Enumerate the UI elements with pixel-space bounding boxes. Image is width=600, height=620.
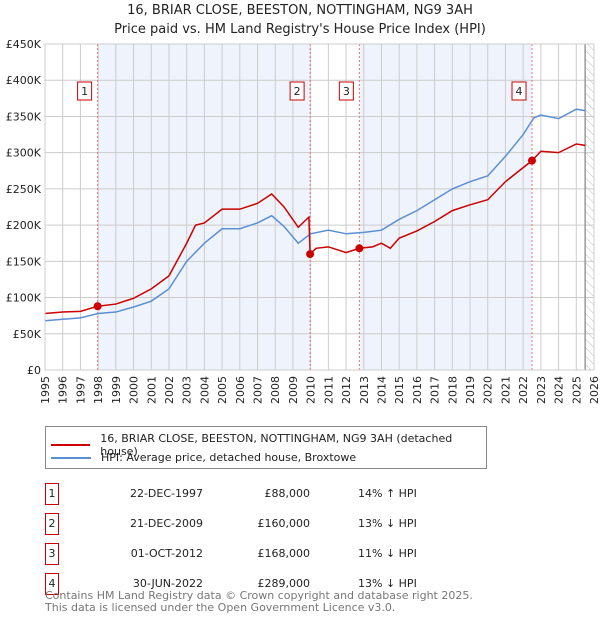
plot-border [44,43,595,371]
chart-title: 16, BRIAR CLOSE, BEESTON, NOTTINGHAM, NG… [127,3,473,18]
y-tick-label: £250K [6,183,42,196]
shaded-period [359,44,533,370]
footer-licence: This data is licensed under the Open Gov… [45,601,396,614]
x-tick-label: 2017 [429,376,442,404]
sale-date: 30-JUN-2022 [132,577,203,590]
x-tick-label: 2014 [375,376,388,404]
sale-hpi-diff: 13% ↓ HPI [358,517,417,530]
sale-price: £168,000 [257,547,311,560]
y-tick-label: £400K [6,74,42,87]
plot-area: 1995 1996 1997 1998 1999 2000 2001 2002 2003 2004… [6,38,600,404]
sale-label: 3 [343,85,350,98]
sale-price: £88,000 [264,487,311,500]
x-tick-label: 2012 [340,376,353,404]
sale-number: 2 [45,513,59,535]
x-tick-label: 2018 [446,376,459,404]
sale-number: 4 [45,573,59,595]
shaded-period [97,44,311,370]
x-tick-label: 2016 [411,376,424,404]
sale-price: £160,000 [257,517,311,530]
y-tick-label: £350K [6,110,42,123]
x-tick-label: 2003 [181,376,194,404]
y-tick-label: £450K [6,38,42,51]
x-tick-label: 2013 [358,376,371,404]
x-tick-label: 2004 [198,376,211,404]
x-tick-label: 2022 [517,376,530,404]
x-tick-label: 2026 [588,376,600,404]
y-tick-label: £150K [6,255,42,268]
x-tick-label: 1996 [57,376,70,404]
y-tick-label: £200K [6,219,42,232]
x-tick-label: 2011 [322,376,335,404]
sale-date: 21-DEC-2009 [129,517,203,530]
sale-row: 3 01-OCT-2012 £168,000 11% ↓ HPI [45,543,465,565]
legend-label: HPI: Average price, detached house, Brox… [101,451,357,464]
x-tick-label: 2000 [128,376,141,404]
sale-price: £289,000 [257,577,311,590]
sale-row: 2 21-DEC-2009 £160,000 13% ↓ HPI [45,513,465,535]
legend-label: 16, BRIAR CLOSE, BEESTON, NOTTINGHAM, NG… [100,432,453,458]
series-line [44,108,586,322]
x-tick-label: 2001 [145,376,158,404]
sale-date: 01-OCT-2012 [130,547,203,560]
legend: 16, BRIAR CLOSE, BEESTON, NOTTINGHAM, NG… [45,426,487,469]
x-tick-label: 2005 [216,376,229,404]
sale-label-box [338,81,354,101]
sale-point [306,250,315,259]
series-line [44,143,586,315]
x-tick-label: 2019 [464,376,477,404]
sale-point [355,244,364,253]
sale-number: 1 [45,483,59,505]
sale-label: 4 [516,85,523,98]
x-tick-label: 1999 [110,376,123,404]
x-tick-label: 2006 [234,376,247,404]
sale-point [93,302,102,311]
sale-row: 4 30-JUN-2022 £289,000 13% ↓ HPI [45,573,465,595]
sale-label-box [511,81,527,101]
x-tick-label: 2002 [163,376,176,404]
x-tick-label: 1998 [92,376,105,404]
x-tick-label: 2015 [393,376,406,404]
forecast-hatch [585,44,594,370]
x-tick-label: 2008 [269,376,282,404]
legend-item-hpi: HPI: Average price, detached house, Brox… [51,451,356,464]
legend-swatch-red [51,444,91,446]
footer-copyright: Contains HM Land Registry data © Crown c… [45,589,473,602]
y-tick-label: £100K [6,292,42,305]
sale-hpi-diff: 13% ↓ HPI [358,577,417,590]
chart-subtitle: Price paid vs. HM Land Registry's House … [114,22,486,37]
y-tick-label: £300K [6,147,42,160]
legend-item-property: 16, BRIAR CLOSE, BEESTON, NOTTINGHAM, NG… [51,432,486,458]
x-tick-label: 2023 [535,376,548,404]
x-tick-label: 2021 [499,376,512,404]
sale-label: 2 [294,85,301,98]
sale-hpi-diff: 14% ↑ HPI [358,487,417,500]
legend-swatch-blue [51,456,91,459]
x-tick-label: 2010 [305,376,318,404]
x-tick-label: 1997 [74,376,87,404]
x-tick-label: 2007 [252,376,265,404]
x-tick-label: 2009 [287,376,300,404]
sale-label-box [289,81,305,101]
x-tick-label: 2020 [482,376,495,404]
x-tick-label: 2024 [553,376,566,404]
sale-label: 1 [81,85,88,98]
sale-point [528,156,537,165]
sale-date: 22-DEC-1997 [129,487,203,500]
x-tick-label: 2025 [570,376,583,404]
y-tick-label: £50K [13,328,42,341]
y-tick-label: £0 [27,364,41,377]
x-tick-label: 1995 [39,376,52,404]
sale-row: 1 22-DEC-1997 £88,000 14% ↑ HPI [45,483,465,505]
sale-number: 3 [45,543,59,565]
sale-label-box [77,81,93,101]
sale-hpi-diff: 11% ↓ HPI [358,547,417,560]
